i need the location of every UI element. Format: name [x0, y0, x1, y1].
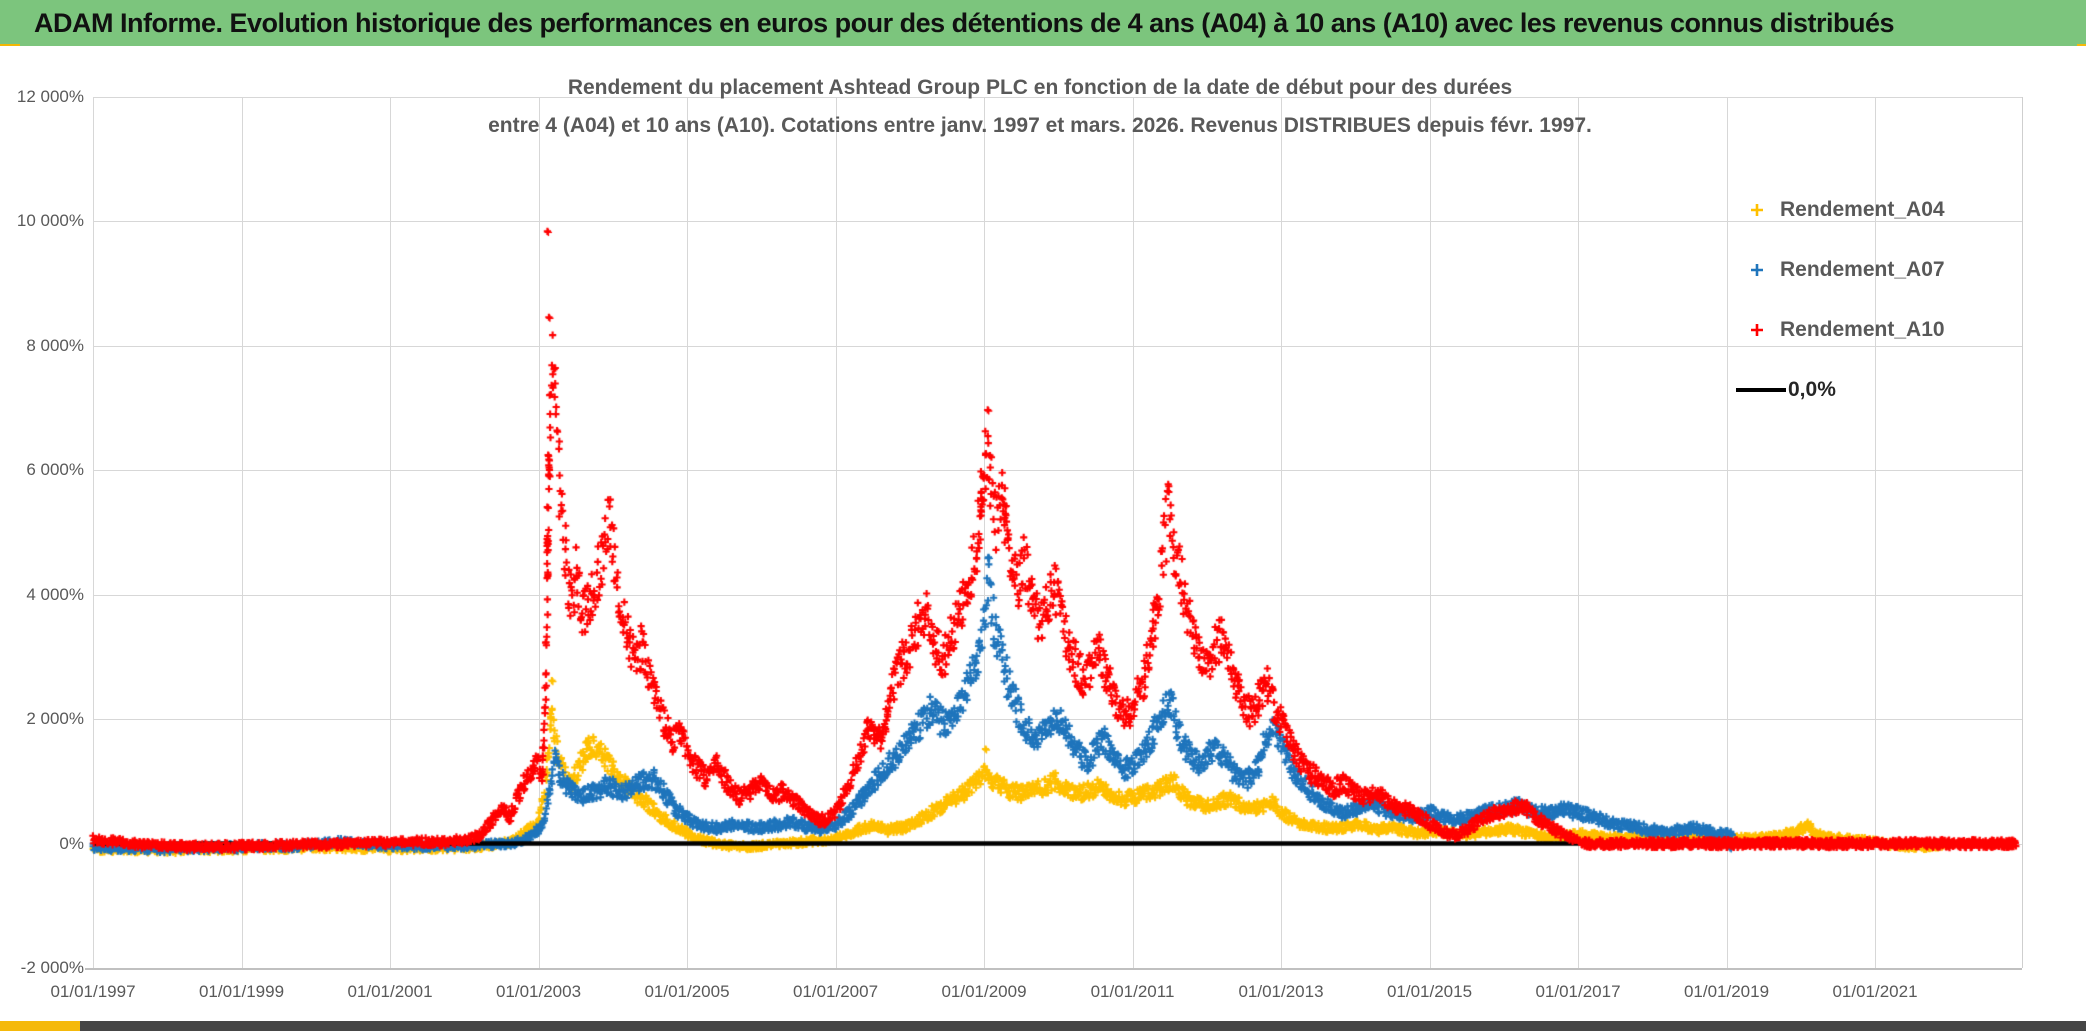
x-tick-label: 01/01/2013	[1238, 982, 1324, 1001]
x-tick-label: 01/01/1997	[50, 982, 136, 1001]
zero-line-swatch-icon	[1736, 388, 1786, 392]
performance-scatter-chart: Rendement du placement Ashtead Group PLC…	[0, 46, 2086, 1021]
x-tick-label: 01/01/2005	[644, 982, 730, 1001]
legend-label-a10: Rendement_A10	[1780, 318, 1945, 341]
plus-marker-icon-a04	[1751, 204, 1763, 216]
legend-label-a04: Rendement_A04	[1780, 198, 1945, 221]
legend-item-rendement-a07[interactable]: Rendement_A07	[1748, 258, 1945, 282]
x-tick-label: 01/01/2017	[1535, 982, 1621, 1001]
plus-marker-icon-a10	[1751, 324, 1763, 336]
y-tick-label: 10 000%	[16, 211, 84, 231]
y-tick-label: 8 000%	[26, 335, 84, 355]
chart-title-line2: entre 4 (A04) et 10 ans (A10). Cotations…	[488, 114, 1592, 137]
legend-item-rendement-a10[interactable]: Rendement_A10	[1748, 318, 1945, 342]
y-tick-label: 0%	[59, 833, 84, 853]
legend-label-zero-line: 0,0%	[1788, 378, 1836, 401]
title-bar: ADAM Informe. Evolution historique des p…	[0, 0, 2086, 46]
y-tick-label: 4 000%	[26, 584, 84, 604]
x-tick-label: 01/01/2021	[1832, 982, 1918, 1001]
x-tick-label: 01/01/1999	[198, 982, 285, 1001]
x-tick-label: 01/01/2019	[1683, 982, 1770, 1001]
scatter-plot-canvas	[0, 46, 2086, 1021]
x-tick-label: 01/01/2011	[1090, 982, 1175, 1001]
y-tick-label: -2 000%	[20, 958, 84, 977]
legend-label-a07: Rendement_A07	[1780, 258, 1945, 281]
y-tick-label: 6 000%	[26, 460, 84, 480]
border-accent-bottom	[0, 1021, 2086, 1031]
legend-item-rendement-a04[interactable]: Rendement_A04	[1748, 198, 1945, 222]
x-tick-label: 01/01/2003	[495, 982, 582, 1001]
x-tick-label: 01/01/2007	[792, 982, 879, 1001]
legend-item-zero-line[interactable]: 0,0%	[1736, 378, 1836, 402]
x-tick-label: 01/01/2009	[941, 982, 1027, 1001]
y-tick-label: 12 000%	[16, 87, 84, 106]
chart-title-line1: Rendement du placement Ashtead Group PLC…	[567, 76, 1513, 99]
plus-marker-icon-a07	[1751, 264, 1763, 276]
y-tick-label: 2 000%	[26, 709, 84, 729]
page-title: ADAM Informe. Evolution historique des p…	[34, 7, 1895, 38]
x-tick-label: 01/01/2015	[1386, 982, 1473, 1001]
x-tick-label: 01/01/2001	[347, 982, 433, 1001]
